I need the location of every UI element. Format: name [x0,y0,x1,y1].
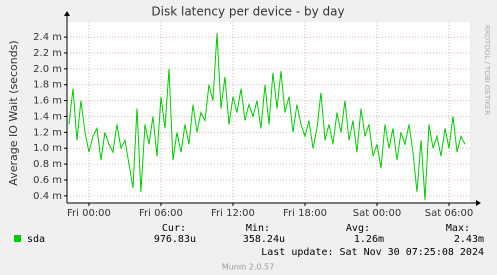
x-tick-label: Sat 06:00 [425,208,473,219]
plot-area [67,22,470,203]
y-axis-arrow [64,11,70,16]
legend-stat: 976.83u [154,234,196,245]
legend-header: Cur: [162,223,186,234]
legend-stat: 1.26m [354,234,384,245]
axes [64,11,481,206]
legend-header: Avg: [346,223,370,234]
x-tick-label: Sat 00:00 [353,208,401,219]
x-tick-label: Fri 00:00 [67,208,111,219]
x-tick-label: Fri 18:00 [283,208,327,219]
y-tick-label: 1.2 m [33,127,62,138]
y-tick-label: 0.4 m [33,191,62,202]
y-tick-label: 1.4 m [33,111,62,122]
legend-stat: 2.43m [454,234,484,245]
legend-header: Min: [246,223,270,234]
last-update: Last update: Sat Nov 30 07:25:08 2024 [261,247,484,258]
chart-title: Disk latency per device - by day [151,5,344,19]
watermark: RRDTOOL / TOBI OETIKER [483,25,491,115]
y-tick-label: 2.4 m [33,32,62,43]
legend-swatch [14,235,21,242]
y-axis-label: Average IO Wait (seconds) [7,40,20,185]
grid [67,22,470,203]
y-tick-label: 0.6 m [33,175,62,186]
y-tick-label: 2.2 m [33,48,62,59]
legend-stat: 358.24u [243,234,285,245]
legend-label: sda [27,234,45,245]
data-line [68,33,466,200]
x-tick-label: Fri 06:00 [139,208,183,219]
legend-header: Max: [446,223,470,234]
series [68,33,466,200]
x-axis-arrow [476,200,481,206]
y-tick-label: 1.8 m [33,80,62,91]
y-tick-label: 2.0 m [33,64,62,75]
y-tick-label: 1.0 m [33,143,62,154]
y-tick-label: 0.8 m [33,159,62,170]
footer: Munin 2.0.57 [222,263,274,272]
y-tick-label: 1.6 m [33,96,62,107]
x-tick-label: Fri 12:00 [211,208,255,219]
